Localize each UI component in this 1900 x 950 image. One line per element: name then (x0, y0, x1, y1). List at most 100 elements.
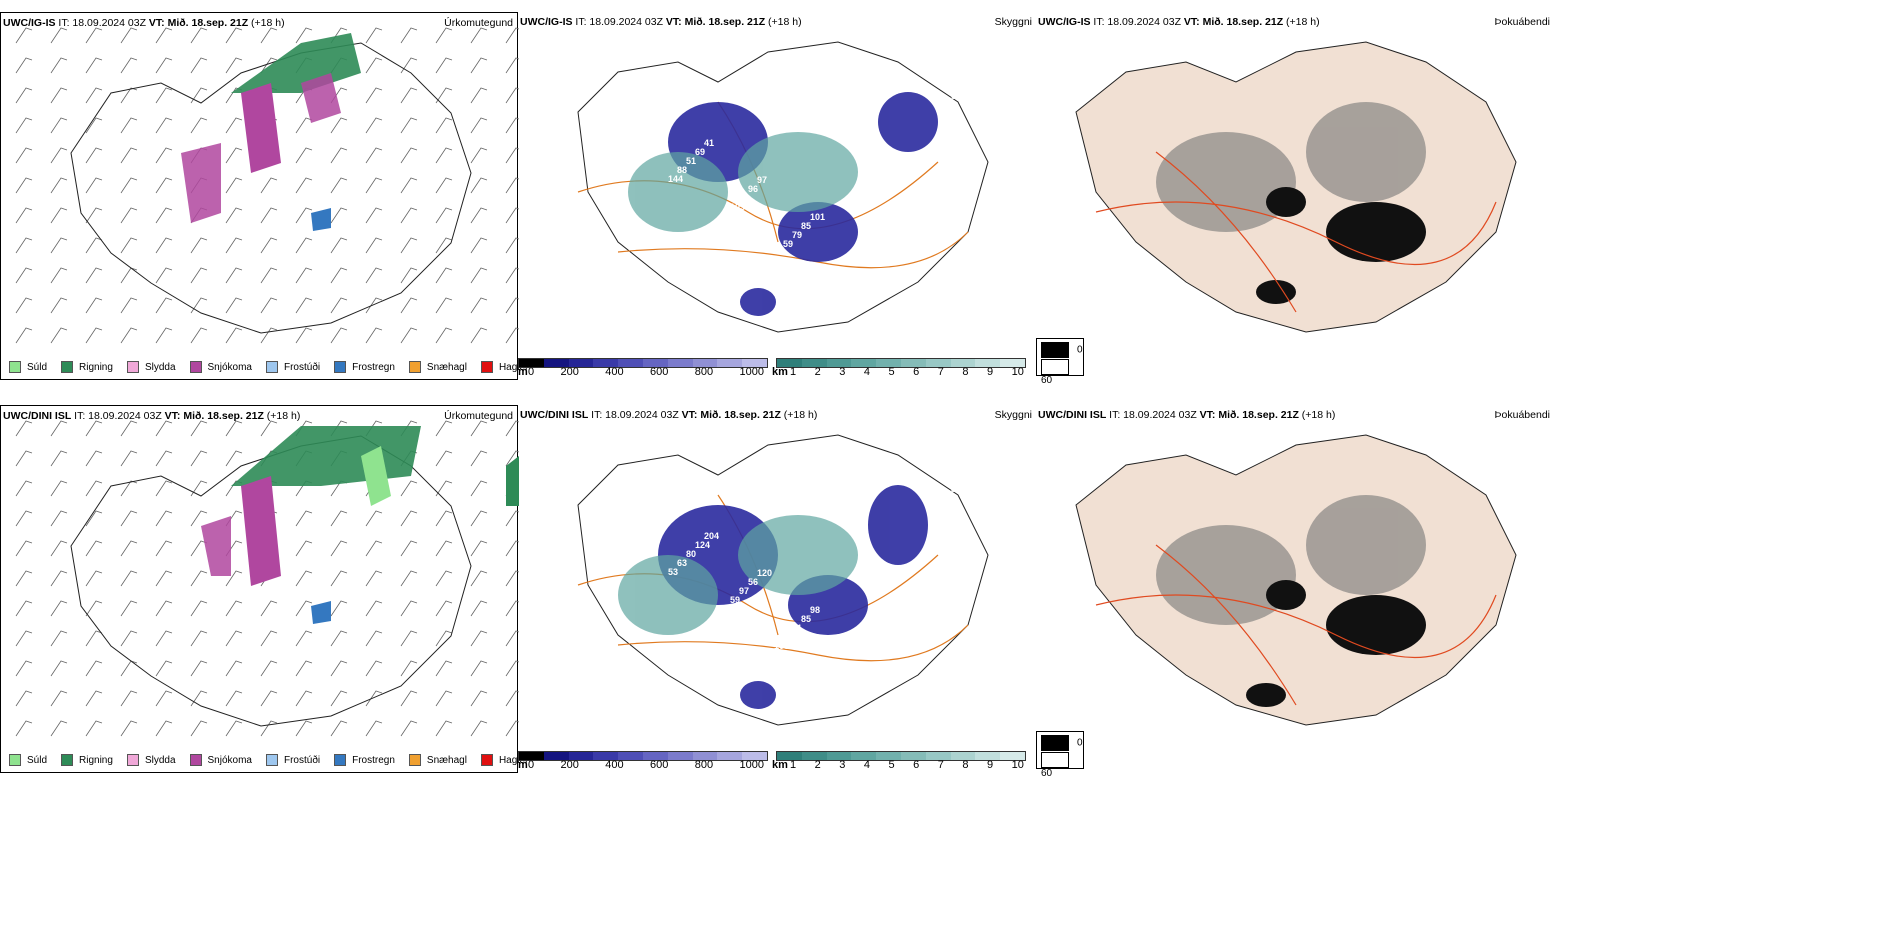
panel-header: UWC/DINI ISL IT: 18.09.2024 03Z VT: Mið.… (3, 410, 301, 422)
wind-barb (400, 267, 418, 284)
ceiling-label: 148 (969, 466, 984, 476)
legend-item-súld: Súld (9, 361, 47, 373)
wind-barb (260, 237, 278, 254)
colorbar-step (717, 752, 743, 760)
wind-barb (15, 147, 33, 164)
wind-barb (295, 570, 313, 587)
ceiling-unit: m (518, 366, 528, 378)
wind-barb (435, 450, 453, 467)
wind-barb (50, 480, 68, 497)
vis-map: 7795204120981069314811112456858179109104… (577, 434, 989, 726)
ceiling-colorbar (518, 751, 768, 761)
wind-barb (295, 540, 313, 557)
wind-barb (400, 87, 418, 104)
colorbar-tick: 5 (888, 759, 895, 771)
wind-barb (435, 327, 453, 344)
wind-barb (155, 147, 173, 164)
wind-barb (470, 420, 488, 437)
wind-barb (50, 237, 68, 254)
ceiling-colorbar (518, 358, 768, 368)
wind-barb (505, 327, 519, 344)
ceiling-label: 101 (810, 212, 825, 222)
legend-label: Súld (27, 361, 48, 373)
colorbar-step (593, 752, 619, 760)
legend-swatch (408, 361, 421, 373)
wind-barb (295, 147, 313, 164)
wind-barb (85, 147, 103, 164)
wind-barb (435, 630, 453, 647)
wind-barb (260, 57, 278, 74)
wind-barb (505, 147, 519, 164)
ceiling-unit: m (518, 759, 528, 771)
colorbar-step (876, 359, 901, 367)
colorbar-step (618, 359, 643, 367)
colorbar-step (900, 752, 926, 760)
wind-barb (435, 570, 453, 587)
wind-barb (435, 480, 453, 497)
colorbar-step (826, 359, 852, 367)
colorbar-step (851, 752, 877, 760)
wind-barb (120, 450, 138, 467)
legend-swatch (265, 754, 278, 766)
wind-barb (15, 480, 33, 497)
wind-barb (50, 600, 68, 617)
fog-legend: 0 60 (1036, 338, 1084, 386)
legend-item-slydda: Slydda (126, 361, 176, 373)
wind-barb (400, 57, 418, 74)
wind-barb (50, 420, 68, 437)
legend-swatch (61, 754, 74, 766)
wind-barb (470, 297, 488, 314)
ceiling-label: 80 (686, 549, 696, 559)
wind-barb (400, 540, 418, 557)
wind-barb (505, 540, 519, 557)
ceiling-label: 87 (783, 632, 793, 642)
wind-barb (295, 297, 313, 314)
iceland-outline (70, 42, 472, 334)
colorbar-step (801, 359, 827, 367)
legend-label: Frostregn (352, 361, 395, 373)
wind-barb (400, 237, 418, 254)
wind-barb (15, 450, 33, 467)
wind-barb (435, 690, 453, 707)
colorbar-tick: 1 (790, 759, 797, 771)
vis-ticks: 1 2 3 4 5 6 7 8 9 10 (790, 366, 1024, 378)
wind-barb (505, 570, 519, 587)
wind-barb (295, 510, 313, 527)
ceiling-label: 93 (916, 679, 926, 689)
wind-barb (330, 327, 348, 344)
colorbar-tick: 7 (937, 366, 944, 378)
colorbar-tick: 200 (560, 759, 579, 771)
wind-barb (15, 690, 33, 707)
ceiling-label: 59 (783, 239, 793, 249)
fog-panel-row2: UWC/DINI ISL IT: 18.09.2024 03Z VT: Mið.… (1036, 405, 1554, 779)
wind-barb (190, 510, 208, 527)
wind-barb (50, 87, 68, 104)
ceiling-label: 65 (889, 313, 899, 323)
legend-item-slydda: Slydda (126, 754, 176, 766)
wind-barb (85, 420, 103, 437)
wind-barb (225, 660, 243, 677)
wind-barb (295, 327, 313, 344)
wind-barb (155, 237, 173, 254)
wind-barb (295, 237, 313, 254)
colorbar-step (568, 752, 594, 760)
wind-barb (435, 420, 453, 437)
wind-barb (365, 660, 383, 677)
wind-barb (435, 177, 453, 194)
wind-barb (190, 570, 208, 587)
colorbar-step (642, 752, 668, 760)
panel-header: UWC/IG-IS IT: 18.09.2024 03Z VT: Mið. 18… (3, 17, 285, 29)
legend-label: Rigning (79, 361, 113, 373)
wind-barb (435, 87, 453, 104)
panel-header: UWC/DINI ISL IT: 18.09.2024 03Z VT: Mið.… (1038, 409, 1336, 421)
ceiling-label: 69 (942, 100, 952, 110)
wind-barb (190, 327, 208, 344)
legend-item-frostregn: Frostregn (334, 361, 395, 373)
panel-header: UWC/IG-IS IT: 18.09.2024 03Z VT: Mið. 18… (520, 16, 802, 28)
wind-barb (190, 690, 208, 707)
legend-item-snjókoma: Snjókoma (189, 361, 252, 373)
ceiling-label: 124 (695, 540, 710, 550)
wind-barb (400, 510, 418, 527)
legend-item-snjókoma: Snjókoma (189, 754, 252, 766)
fog-title: Þokuábendi (1494, 409, 1550, 421)
